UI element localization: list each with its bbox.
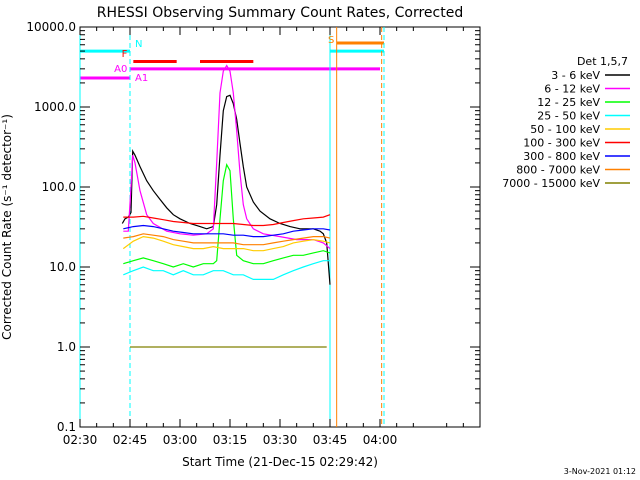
x-axis-label: Start Time (21-Dec-15 02:29:42) bbox=[182, 455, 378, 469]
y-tick-label: 10000.0 bbox=[26, 20, 76, 34]
state-bars bbox=[80, 41, 384, 80]
state-label-s: S bbox=[328, 35, 334, 46]
legend-label-3-6-kev: 3 - 6 keV bbox=[551, 69, 600, 82]
legend-label-300-800-kev: 300 - 800 keV bbox=[523, 150, 600, 163]
y-tick-label: 10.0 bbox=[49, 260, 76, 274]
legend-label-50-100-kev: 50 - 100 keV bbox=[530, 123, 600, 136]
legend-label-100-300-kev: 100 - 300 keV bbox=[523, 137, 600, 150]
series-line-3-6-kev bbox=[121, 94, 331, 285]
x-tick-label: 03:30 bbox=[263, 433, 298, 447]
series-lines bbox=[121, 64, 331, 348]
x-tick-label: 03:15 bbox=[213, 433, 248, 447]
y-tick-label: 1000.0 bbox=[34, 100, 76, 114]
x-tick-label: 04:00 bbox=[363, 433, 398, 447]
legend-title: Det 1,5,7 bbox=[577, 55, 628, 68]
state-label-a0: A0 bbox=[114, 64, 127, 75]
state-label-f: F bbox=[122, 49, 128, 60]
series-line-100-300-kev bbox=[123, 214, 331, 227]
state-annotations: NF A0 A1 S bbox=[114, 35, 334, 84]
legend-label-12-25-kev: 12 - 25 keV bbox=[537, 96, 600, 109]
series-line-12-25-kev bbox=[123, 162, 331, 268]
x-tick-label: 02:30 bbox=[63, 433, 98, 447]
y-axis-label: Corrected Count Rate (s⁻¹ detector⁻¹) bbox=[0, 114, 14, 340]
series-line-25-50-kev bbox=[123, 260, 330, 280]
x-tick-label: 02:45 bbox=[113, 433, 148, 447]
plot-frame bbox=[79, 26, 481, 428]
y-tick-label: 0.1 bbox=[57, 420, 76, 434]
state-label-a1: A1 bbox=[135, 73, 148, 84]
series-line-6-12-kev bbox=[123, 64, 331, 250]
series-line-300-800-kev bbox=[123, 224, 331, 238]
y-tick-label: 100.0 bbox=[42, 180, 76, 194]
legend-label-800-7000-kev: 800 - 7000 keV bbox=[516, 164, 600, 177]
legend-label-6-12-kev: 6 - 12 keV bbox=[544, 83, 600, 96]
legend-label-25-50-kev: 25 - 50 keV bbox=[537, 110, 600, 123]
y-tick-label: 1.0 bbox=[57, 340, 76, 354]
state-label-n: N bbox=[135, 39, 142, 50]
footer-date: 3-Nov-2021 01:12 bbox=[564, 467, 636, 476]
legend-label-7000-15000-kev: 7000 - 15000 keV bbox=[502, 177, 600, 190]
chart-title: RHESSI Observing Summary Count Rates, Co… bbox=[97, 5, 463, 21]
axis-ticks: 02:30 02:45 03:00 03:15 03:30 03:45 04:00 10000… bbox=[26, 20, 480, 447]
series-line-50-100-kev bbox=[122, 235, 331, 252]
x-tick-label: 03:00 bbox=[163, 433, 198, 447]
x-tick-label: 03:45 bbox=[313, 433, 348, 447]
series-line-800-7000-kev bbox=[123, 233, 331, 246]
